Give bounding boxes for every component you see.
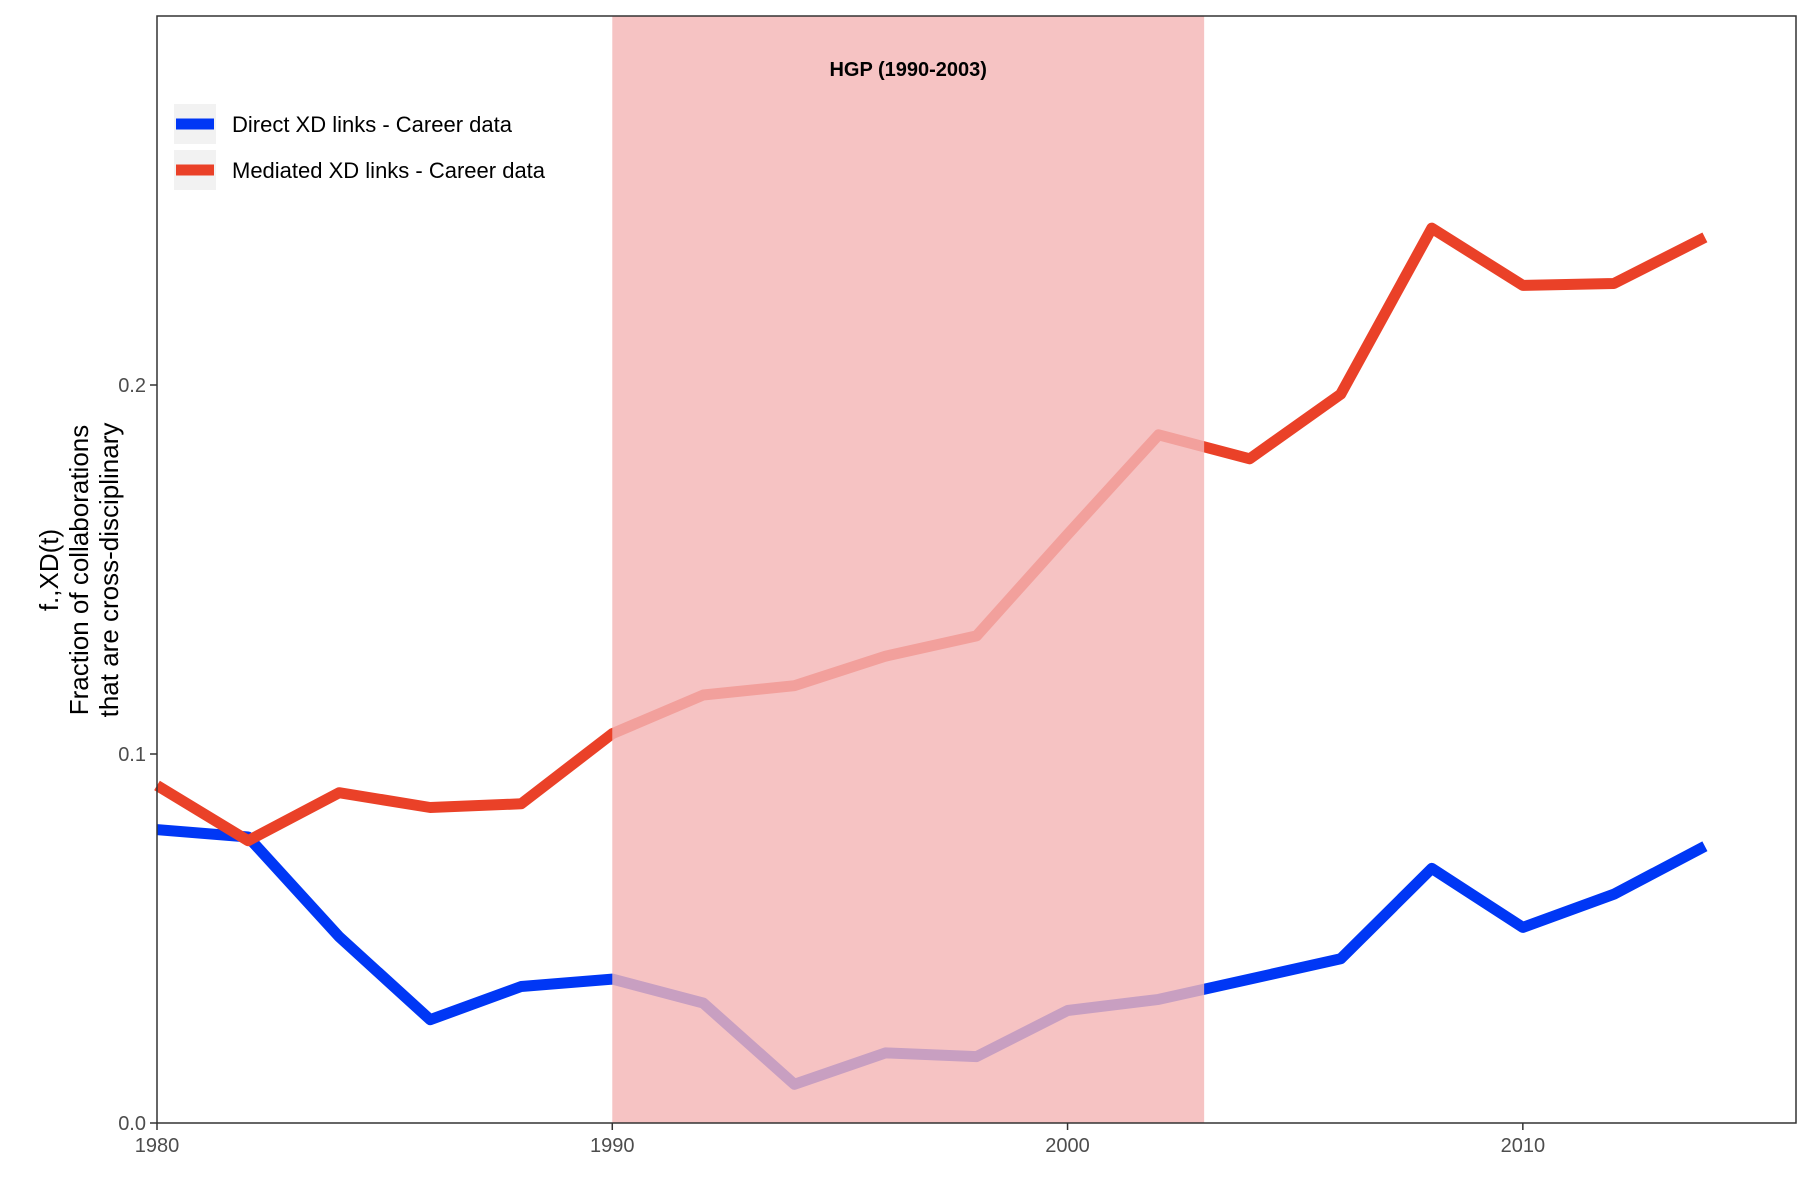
legend-background [158,40,578,205]
y-axis-title-line: f.,XD(t) [34,529,64,611]
y-axis-title-line: Fraction of collaborations [64,425,94,715]
plot-panel-border [156,15,1797,1124]
legend-label: Mediated XD links - Career data [232,158,546,183]
x-tick-label: 2000 [1045,1135,1090,1157]
hgp-shaded-region [612,16,1205,1123]
x-tick-label: 1980 [135,1135,180,1157]
y-tick-label: 0.0 [118,1113,146,1135]
y-tick-label: 0.2 [118,375,146,397]
y-tick-label: 0.1 [118,744,146,766]
legend-label: Direct XD links - Career data [232,112,513,137]
x-tick-label: 2010 [1501,1135,1546,1157]
x-tick-label: 1990 [590,1135,635,1157]
hgp-region-label: HGP (1990-2003) [829,59,987,81]
y-axis-title-line: that are cross-disciplinary [94,423,124,718]
